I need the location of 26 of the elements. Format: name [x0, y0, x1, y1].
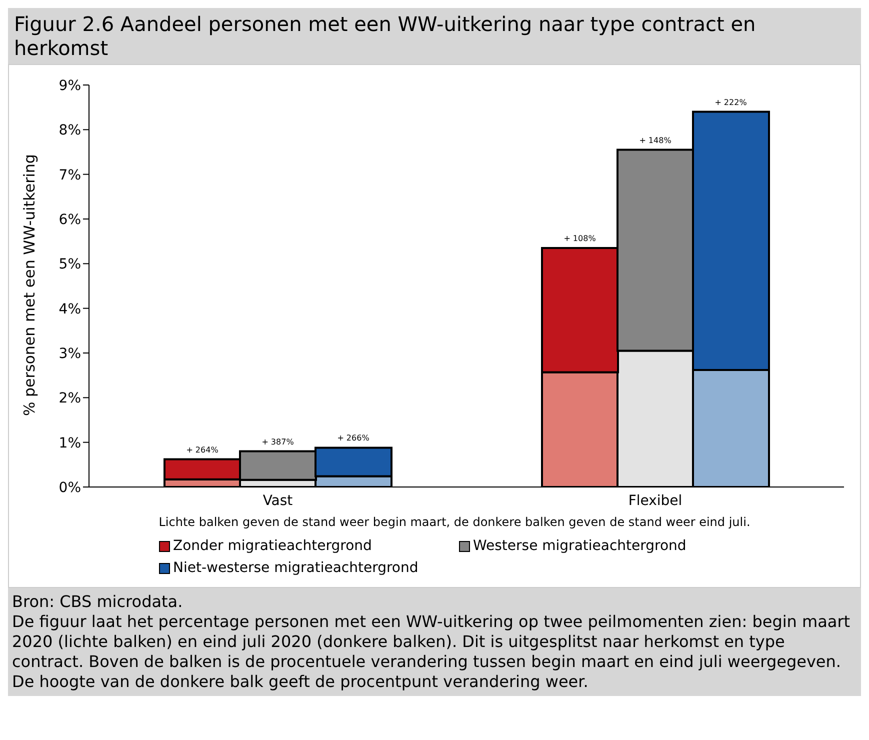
y-axis-title: % personen met een WW-uitkering: [20, 154, 38, 416]
legend-label: Zonder migratieachtergrond: [173, 538, 372, 554]
annotation: + 222%: [714, 98, 748, 107]
y-tick-label: 4%: [58, 301, 81, 318]
y-tick-label: 8%: [58, 122, 81, 139]
y-tick-label: 1%: [58, 435, 81, 452]
x-tick-label: Vast: [262, 492, 294, 509]
y-tick-label: 5%: [58, 256, 81, 273]
y-tick-label: 7%: [58, 167, 81, 184]
annotation: + 108%: [564, 234, 596, 244]
y-tick-label: 6%: [58, 212, 81, 228]
legend-label: Westerse migratieachtergrond: [473, 538, 686, 554]
y-tick-label: 3%: [58, 346, 81, 362]
x-tick-label: Flexibel: [628, 492, 682, 509]
y-tick-label: 9%: [58, 78, 81, 94]
text: De figuur laat het percentage personen met een WW-uitkering op twee peilmomenten zien: begin maart 2020 (lichte balken) en eind juli 2020 (donkere balken). Dit is uitgesplitst naar herkomst en type contract. Boven de balken is de procentuele verandering tussen begin maart en eind juli weergegeven. De hoogte van de donkere balk geeft de procentpunt verandering weer.: [12, 612, 852, 692]
y-tick-label: 0%: [58, 480, 81, 496]
text: Bron: CBS microdata.: [12, 592, 184, 612]
legend-label: Niet-westerse migratieachtergrond: [173, 560, 418, 576]
text: Lichte balken geven de stand weer begin maart, de donkere balken geven de stand weer eind juli.: [158, 515, 752, 529]
annotation: + 266%: [337, 434, 370, 443]
annotation: + 387%: [262, 437, 294, 446]
annotation: + 264%: [186, 445, 219, 454]
y-tick-label: 2%: [58, 390, 81, 407]
chart-title: Figuur 2.6 Aandeel personen met een WW-uitkering naar type contract en herkomst: [8, 8, 861, 64]
annotation: + 148%: [639, 136, 672, 145]
